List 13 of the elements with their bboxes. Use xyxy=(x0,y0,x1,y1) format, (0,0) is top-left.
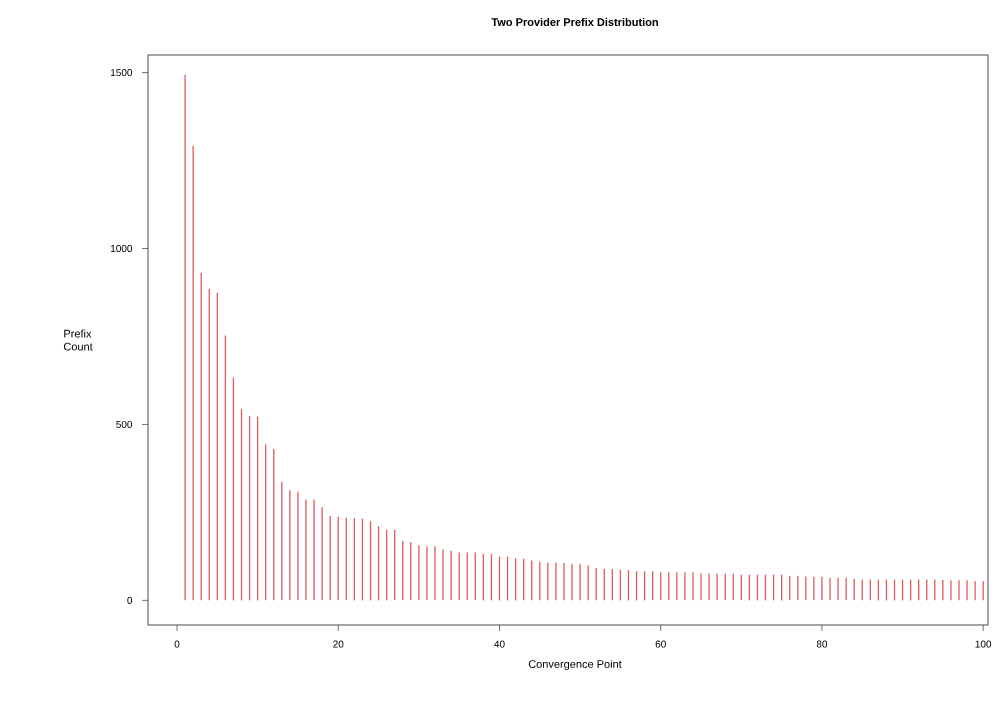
y-tick-label: 1500 xyxy=(110,69,133,77)
chart-title: Two Provider Prefix Distribution xyxy=(491,17,658,27)
y-tick-label: 500 xyxy=(116,420,133,428)
x-tick-label: 0 xyxy=(174,640,180,648)
y-tick-label: 0 xyxy=(127,596,133,604)
x-axis-title: Convergence Point xyxy=(528,659,622,671)
x-tick-label: 20 xyxy=(333,640,344,648)
x-tick-label: 60 xyxy=(655,640,666,648)
y-tick-label: 1000 xyxy=(110,244,133,253)
x-tick-label: 40 xyxy=(494,640,505,648)
x-tick-label: 80 xyxy=(816,640,828,648)
y-axis-title: Prefix Count xyxy=(63,329,93,351)
x-tick-label: 100 xyxy=(975,640,992,648)
